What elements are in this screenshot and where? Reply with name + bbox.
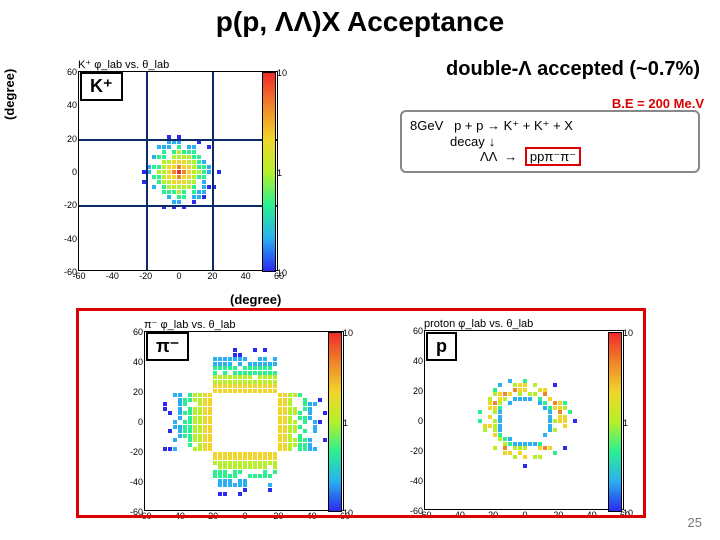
page-title: p(p, ΛΛ)X Acceptance <box>0 0 720 38</box>
plot-k-plus: K⁺ φ_lab vs. θ_lab -60-60-40-40-20-20002… <box>50 58 278 271</box>
acceptance-text: double-Λ accepted (~0.7%) <box>446 58 700 81</box>
particle-label-k: K⁺ <box>80 72 123 101</box>
colorbar: 10110 <box>262 72 276 272</box>
plot-k-axes: -60-60-40-40-20-2000202040406060 <box>78 71 278 271</box>
equation-box: B.E = 200 Me.V 8GeV p + p → K⁺ + K⁺ + X … <box>400 110 700 173</box>
plot-k-title: K⁺ φ_lab vs. θ_lab <box>50 58 278 71</box>
particle-label-pi: π⁻ <box>146 332 189 361</box>
particle-label-p: p <box>426 332 457 361</box>
slide-number: 25 <box>688 515 702 530</box>
y-axis-label: (degree) <box>2 69 17 120</box>
x-axis-label: (degree) <box>230 292 281 307</box>
binding-energy-label: B.E = 200 Me.V <box>612 96 704 111</box>
